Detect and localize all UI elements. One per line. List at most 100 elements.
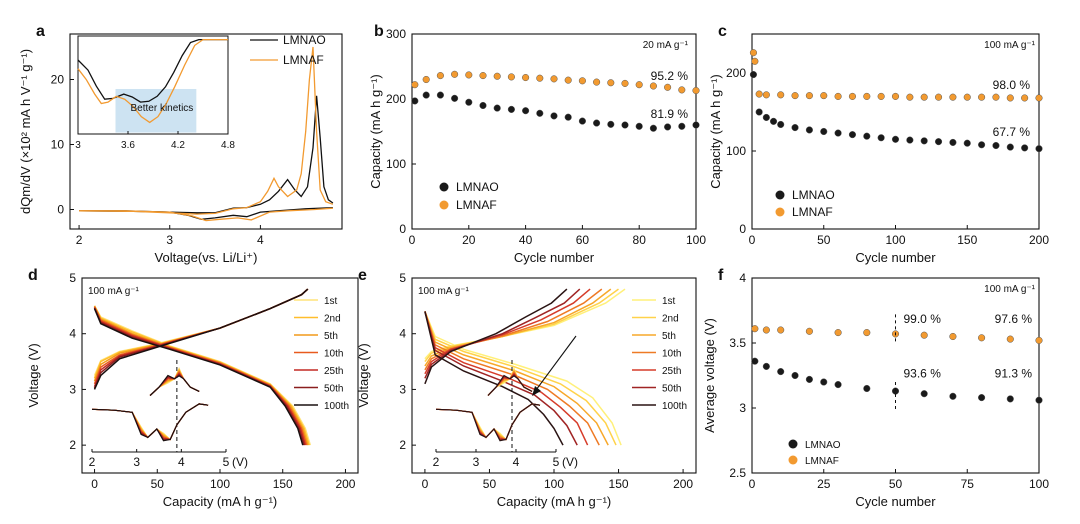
- panel-c: 0 50 100 150 200 0 100 200 Cycle number Capacity …: [708, 23, 1049, 265]
- lmnao-point: [607, 120, 615, 128]
- x-tick-label: 0: [409, 233, 416, 247]
- panel-e: 0 50 100 150 200 2 3 4 5 Capacity (mA h g⁻¹) Volta…: [356, 267, 697, 509]
- y-tick-label: 0: [739, 222, 746, 236]
- y-tick-label: 3.5: [729, 336, 746, 350]
- lmnao-point: [749, 71, 757, 79]
- lmnaf-point: [762, 326, 770, 334]
- y-axis-label: Voltage (V): [26, 343, 41, 407]
- lmnao-point: [863, 132, 871, 140]
- curve-5th-discharge: [424, 311, 609, 446]
- curve-10th-charge: [93, 288, 309, 385]
- lmnao-point: [863, 384, 871, 393]
- x-tick-label: 50: [483, 477, 497, 491]
- x-tick-label: 150: [957, 233, 977, 247]
- lmnaf-point: [465, 71, 473, 79]
- panel-label: d: [28, 267, 38, 284]
- x-tick-label: 100: [1029, 477, 1049, 491]
- y-axis-label: Voltage (V): [356, 343, 371, 407]
- rate-label: 100 mA g⁻¹: [984, 284, 1036, 295]
- x-tick-label: 200: [1029, 233, 1049, 247]
- lmnaf-point: [1021, 94, 1029, 102]
- lmnaf-point: [978, 93, 986, 101]
- y-tick-label: 4: [69, 327, 76, 341]
- lmnao-point: [906, 136, 914, 144]
- lmnao-point: [978, 141, 986, 149]
- legend-lmnaf-label: LMNAF: [805, 456, 839, 467]
- inset-unit: (V): [232, 455, 248, 469]
- x-tick-label: 150: [273, 477, 293, 491]
- y-tick-label: 10: [51, 138, 65, 152]
- inset-d: 2 3 4 5 (V): [89, 360, 248, 469]
- inset-unit: (V): [562, 455, 578, 469]
- rate-label: 100 mA g⁻¹: [984, 40, 1036, 51]
- x-tick-label: 50: [817, 233, 831, 247]
- curve-100th-discharge: [424, 311, 564, 446]
- lmnao-point: [678, 122, 686, 130]
- inset-a: Better kinetics 3 3.6 4.2 4.8: [75, 35, 235, 151]
- lmnaf-point: [820, 92, 828, 100]
- x-tick-label: 75: [961, 477, 975, 491]
- inset-x-tick-label: 4: [513, 455, 520, 469]
- lmnao-point: [834, 129, 842, 137]
- x-tick-label: 50: [151, 477, 165, 491]
- legend-lmnaf-marker: [788, 455, 798, 465]
- lmnao-point: [578, 117, 586, 125]
- x-tick-label: 2: [76, 233, 83, 247]
- curve-5th-discharge: [93, 305, 309, 446]
- x-tick-label: 200: [673, 477, 693, 491]
- lmnao-point: [935, 138, 943, 146]
- legend-lmnao-marker: [788, 439, 798, 449]
- annotation-better-kinetics: Better kinetics: [131, 103, 194, 114]
- lmnao-point: [791, 124, 799, 132]
- lmnao-point: [949, 392, 957, 400]
- inset-x-tick-label: 3.6: [121, 140, 135, 151]
- lmnaf-point: [906, 93, 914, 101]
- inset-x-tick-label: 3: [75, 140, 81, 151]
- lmnao-point: [536, 109, 544, 117]
- lmnao-point: [550, 112, 558, 120]
- legend-label-1st: 1st: [662, 296, 676, 307]
- lmnao-point: [621, 121, 629, 129]
- lmnaf-point: [1006, 335, 1014, 343]
- legend-label-1st: 1st: [324, 296, 338, 307]
- lmnaf-point: [692, 87, 700, 95]
- x-axis-label: Capacity (mA h g⁻¹): [497, 494, 612, 509]
- lmnao-point: [769, 117, 778, 125]
- lmnaf-point: [593, 78, 601, 86]
- curve-100th-charge: [424, 288, 568, 385]
- lmnaf-point: [891, 92, 900, 100]
- lmnaf-point: [848, 92, 857, 100]
- y-tick-label: 200: [726, 66, 746, 80]
- lmnaf-point: [834, 329, 842, 337]
- lmnaf-point: [777, 91, 785, 99]
- curve-50th-charge: [93, 288, 309, 389]
- inset-x-tick-label: 2: [89, 455, 96, 469]
- lmnao-point: [755, 108, 763, 116]
- lmnaf-point: [949, 93, 957, 101]
- lmnaf-point: [755, 90, 763, 98]
- lmnaf-point: [1035, 94, 1043, 102]
- inset-x-tick-label: 4.8: [221, 140, 235, 151]
- lmnaf-point: [805, 327, 813, 335]
- x-axis-label: Capacity (mA h g⁻¹): [163, 494, 278, 509]
- inset-x-tick-label: 3: [133, 455, 140, 469]
- curve-100th-discharge: [93, 308, 304, 446]
- y-tick-label: 20: [51, 73, 65, 87]
- lmnaf-point: [762, 91, 770, 99]
- retention-lmnaf: 95.2 %: [651, 69, 689, 83]
- x-tick-label: 200: [335, 477, 355, 491]
- lmnao-point: [762, 362, 770, 370]
- lmnaf-point: [635, 81, 643, 89]
- inset-peak-discharge: [435, 403, 541, 442]
- lmnao-point: [791, 371, 799, 380]
- inset-peak-discharge: [91, 403, 209, 442]
- lmnaf-point: [1006, 94, 1014, 102]
- y-axis-label: dQm/dV (×10² mA h V⁻¹ g⁻¹): [18, 49, 33, 214]
- lmnao-point: [777, 368, 785, 376]
- lmnao-point: [1006, 395, 1014, 403]
- y-tick-label: 5: [69, 271, 76, 285]
- panel-b: 0 20 40 60 80 100 0 100 200 300 Cycle number Capaci…: [368, 23, 706, 265]
- lmnao-point: [820, 127, 828, 136]
- panel-label: e: [358, 267, 367, 284]
